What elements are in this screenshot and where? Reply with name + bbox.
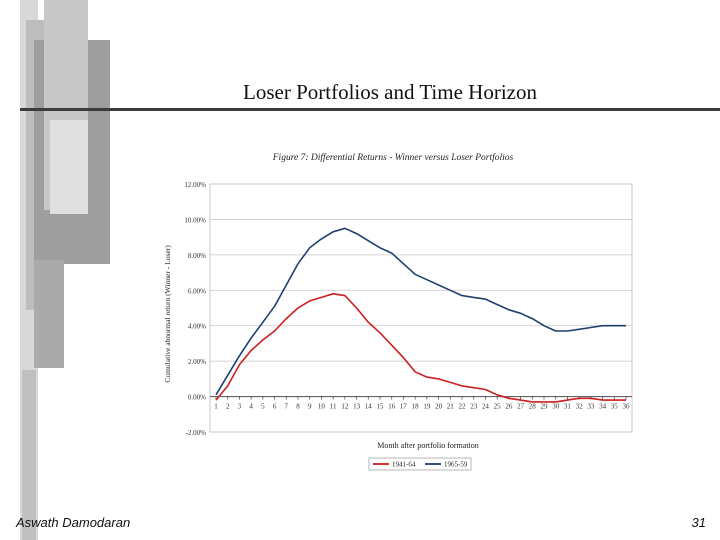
x-tick-label: 23 — [470, 403, 478, 411]
x-tick-label: 10 — [318, 403, 326, 411]
x-tick-label: 31 — [564, 403, 572, 411]
decorative-bar — [50, 120, 88, 214]
title-divider — [20, 108, 720, 111]
x-tick-label: 15 — [377, 403, 385, 411]
x-tick-label: 26 — [505, 403, 513, 411]
footer-author: Aswath Damodaran — [16, 515, 131, 530]
x-tick-label: 4 — [249, 403, 253, 411]
chart-svg: Figure 7: Differential Returns - Winner … — [163, 152, 633, 471]
chart-container: Figure 7: Differential Returns - Winner … — [158, 142, 640, 474]
x-tick-label: 19 — [423, 403, 431, 411]
x-tick-label: 9 — [308, 403, 312, 411]
x-tick-label: 18 — [412, 403, 420, 411]
x-tick-label: 33 — [587, 403, 595, 411]
x-tick-label: 20 — [435, 403, 443, 411]
chart-title: Figure 7: Differential Returns - Winner … — [272, 152, 514, 163]
x-tick-label: 34 — [599, 403, 607, 411]
x-tick-label: 14 — [365, 403, 373, 411]
x-tick-label: 32 — [576, 403, 584, 411]
legend-box — [368, 457, 472, 471]
x-tick-label: 27 — [517, 403, 525, 411]
chart-ylabel: Cumulative abnormal return (Winner - Los… — [163, 245, 172, 383]
decorative-bar — [34, 260, 64, 368]
x-tick-label: 3 — [238, 403, 242, 411]
chart-xlabel: Month after portfolio formation — [377, 441, 479, 450]
y-tick-label: 12.00% — [184, 181, 206, 189]
x-tick-label: 5 — [261, 403, 265, 411]
x-tick-label: 16 — [388, 403, 396, 411]
x-tick-label: 11 — [330, 403, 337, 411]
legend-label: 1965-59 — [444, 461, 468, 469]
x-tick-label: 29 — [541, 403, 549, 411]
y-tick-label: 4.00% — [188, 323, 206, 331]
x-tick-label: 35 — [611, 403, 619, 411]
decorative-bar — [22, 370, 36, 540]
page-number: 31 — [691, 515, 706, 530]
y-tick-label: 0.00% — [188, 394, 206, 402]
x-tick-label: 22 — [459, 403, 467, 411]
x-tick-label: 13 — [353, 403, 361, 411]
x-tick-label: 28 — [529, 403, 537, 411]
y-tick-label: -2.00% — [186, 429, 207, 437]
x-tick-label: 6 — [273, 403, 277, 411]
y-tick-label: 6.00% — [188, 287, 206, 295]
x-tick-label: 25 — [494, 403, 502, 411]
slide-title: Loser Portfolios and Time Horizon — [243, 80, 537, 104]
x-tick-label: 2 — [226, 403, 230, 411]
y-tick-label: 2.00% — [188, 358, 206, 366]
x-tick-label: 7 — [285, 403, 289, 411]
legend-label: 1941-64 — [392, 461, 416, 469]
x-tick-label: 30 — [552, 403, 560, 411]
y-tick-label: 8.00% — [188, 252, 206, 260]
series-line-1941-64 — [215, 293, 626, 403]
x-tick-label: 21 — [447, 403, 455, 411]
x-tick-label: 1 — [214, 403, 218, 411]
x-tick-label: 36 — [623, 403, 631, 411]
y-tick-label: 10.00% — [184, 216, 206, 224]
x-tick-label: 8 — [296, 403, 300, 411]
series-line-1965-59 — [215, 227, 626, 396]
x-tick-label: 17 — [400, 403, 408, 411]
x-tick-label: 24 — [482, 403, 490, 411]
x-tick-label: 12 — [341, 403, 349, 411]
